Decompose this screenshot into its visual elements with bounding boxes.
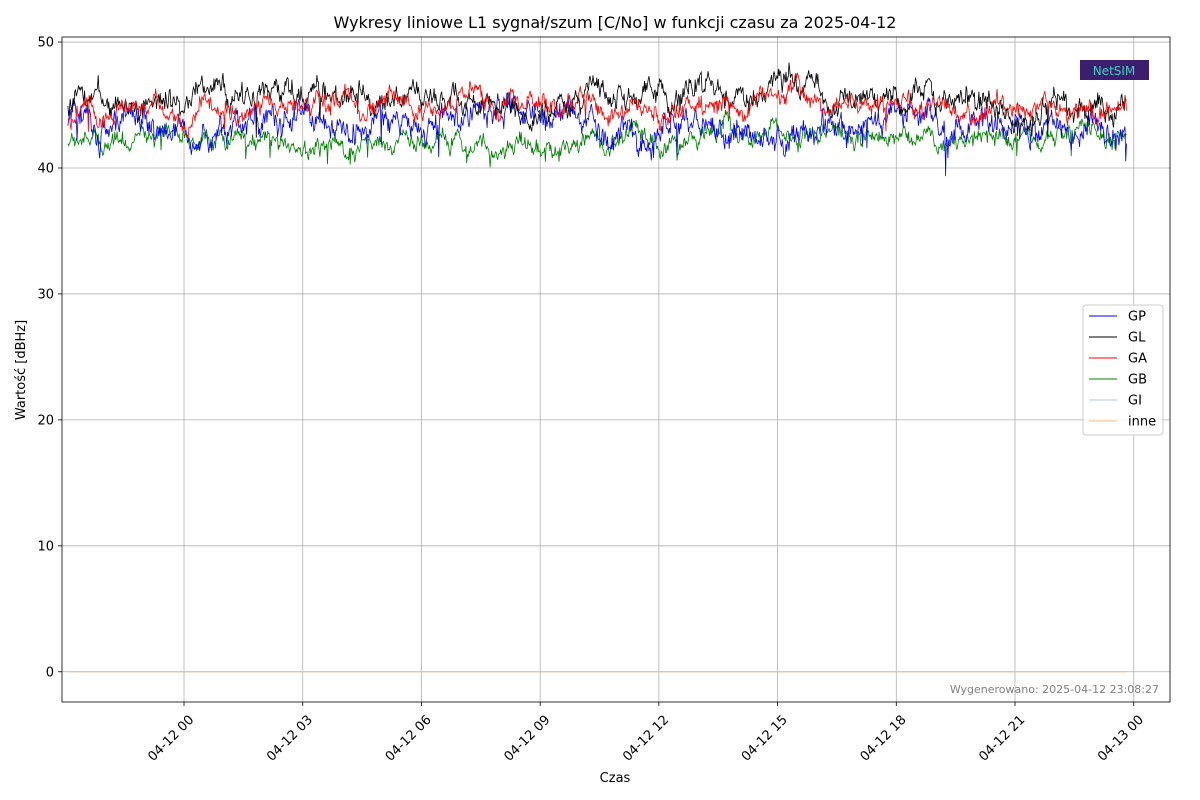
axes xyxy=(61,36,1171,703)
y-tick-label: 10 xyxy=(37,539,54,554)
legend-label-gb: GB xyxy=(1128,373,1147,388)
x-tick-label: 04-12 15 xyxy=(739,713,791,765)
x-tick-label: 04-12 03 xyxy=(264,713,316,765)
x-tick-label: 04-12 21 xyxy=(976,713,1028,765)
y-ticks: 0 10 20 30 40 50 xyxy=(37,36,62,680)
netsim-logo: NetSIM xyxy=(1080,60,1149,80)
y-tick-label: 30 xyxy=(37,287,54,302)
series-line-ga xyxy=(67,72,1127,138)
x-tick-label: 04-12 06 xyxy=(383,713,435,765)
axes-frame xyxy=(61,36,1171,703)
y-tick-label: 50 xyxy=(37,36,54,51)
x-tick-label: 04-13 00 xyxy=(1095,713,1147,765)
x-tick-label: 04-12 09 xyxy=(501,713,553,765)
x-tick-label: 04-12 12 xyxy=(620,713,672,765)
logo-text: NetSIM xyxy=(1093,64,1136,78)
y-tick-label: 40 xyxy=(37,161,54,176)
legend-label-ga: GA xyxy=(1128,352,1147,367)
x-ticks: 04-12 00 04-12 03 04-12 06 04-12 09 04-12 12… xyxy=(145,702,1147,765)
legend-label-gp: GP xyxy=(1128,310,1146,325)
chart-title: Wykresy liniowe L1 sygnał/szum [C/No] w … xyxy=(334,13,897,32)
y-axis-label: Wartość [dBHz] xyxy=(14,320,29,420)
y-tick-label: 0 xyxy=(46,665,54,680)
legend-label-gl: GL xyxy=(1128,331,1146,346)
series-line-gp xyxy=(67,92,1127,177)
series-line-gl xyxy=(67,62,1127,139)
legend-label-gi: GI xyxy=(1128,394,1142,409)
x-tick-label: 04-12 18 xyxy=(858,713,910,765)
generated-timestamp: Wygenerowano: 2025-04-12 23:08:27 xyxy=(950,683,1159,696)
series-lines xyxy=(67,62,1127,673)
legend-label-inne: inne xyxy=(1128,415,1156,430)
y-tick-label: 20 xyxy=(37,413,54,428)
x-tick-label: 04-12 00 xyxy=(145,713,197,765)
x-axis-label: Czas xyxy=(600,771,631,786)
logo-background xyxy=(1080,60,1149,80)
legend: GP GL GA GB GI inne xyxy=(1082,304,1164,436)
